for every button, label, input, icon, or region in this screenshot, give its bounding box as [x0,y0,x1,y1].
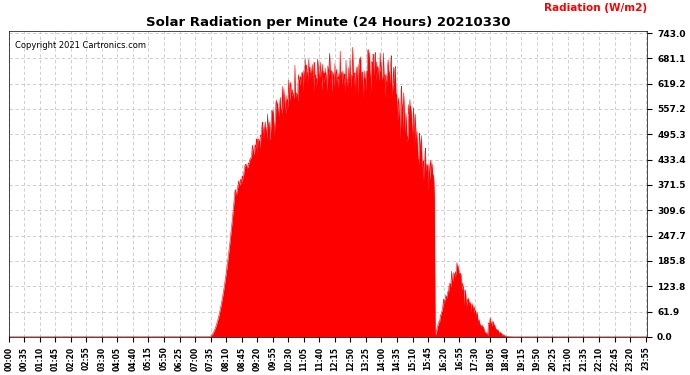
Title: Solar Radiation per Minute (24 Hours) 20210330: Solar Radiation per Minute (24 Hours) 20… [146,16,511,29]
Text: Copyright 2021 Cartronics.com: Copyright 2021 Cartronics.com [15,40,146,50]
Text: Radiation (W/m2): Radiation (W/m2) [544,3,647,13]
